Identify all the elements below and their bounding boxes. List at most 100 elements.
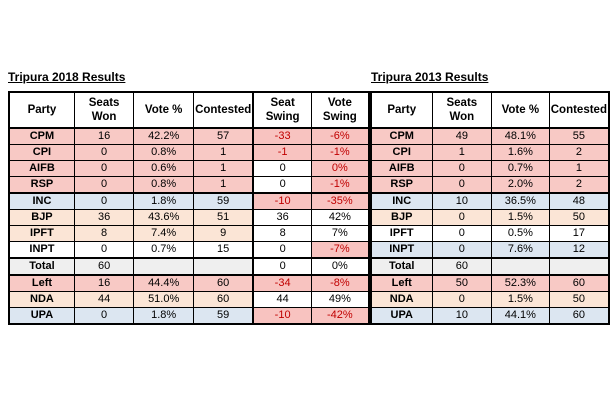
table-cell: 60 [548, 274, 610, 292]
column-header: Vote % [490, 91, 550, 129]
table-cell: 0% [310, 160, 370, 177]
table-cell: 16 [73, 274, 135, 292]
table-cell: 1.5% [490, 209, 550, 226]
table-cell: 42% [310, 209, 370, 226]
party-cell: UPA [8, 307, 75, 325]
table-cell: -10 [252, 192, 312, 210]
table-cell: 8 [252, 225, 312, 242]
table-cell: 60 [193, 291, 254, 308]
table-row: RSP 0 2.0% 2 [370, 176, 610, 194]
table-cell: 0 [431, 241, 492, 259]
table-row: AIFB 0 0.7% 1 [370, 160, 610, 177]
table-cell: -8% [310, 274, 370, 292]
party-cell: Total [370, 257, 433, 276]
table-cell: 49 [431, 127, 492, 145]
table-cell: 7% [310, 225, 370, 242]
table-cell: 2.0% [490, 176, 550, 194]
table-cell: 0 [73, 192, 135, 210]
table-cell: 0% [310, 257, 370, 276]
party-cell: RSP [370, 176, 433, 194]
table-cell: 55 [548, 127, 610, 145]
party-cell: Left [370, 274, 433, 292]
column-header: Vote % [133, 91, 195, 129]
table-cell: 50 [548, 209, 610, 226]
table-cell [133, 257, 195, 276]
party-cell: AIFB [8, 160, 75, 177]
table-cell: 0 [73, 144, 135, 161]
party-cell: BJP [8, 209, 75, 226]
party-cell: NDA [370, 291, 433, 308]
table-cell: 60 [431, 257, 492, 276]
party-cell: AIFB [370, 160, 433, 177]
party-cell: IPFT [370, 225, 433, 242]
table-cell: 0.8% [133, 176, 195, 194]
table-cell: 0.7% [133, 241, 195, 259]
table-cell: 1.5% [490, 291, 550, 308]
table-title-2013: Tripura 2013 Results [371, 70, 489, 84]
table-cell: -34 [252, 274, 312, 292]
table-cell: -1% [310, 176, 370, 194]
table-cell: 0 [73, 160, 135, 177]
column-header: Seats Won [431, 91, 492, 129]
table-row: CPM 49 48.1% 55 [370, 127, 610, 145]
table-cell: -10 [252, 307, 312, 325]
table-cell: 59 [193, 307, 254, 325]
results-table-2018: Party Seats Won Vote % Contested Seat Swing Vot… [8, 91, 370, 325]
party-cell: INC [370, 192, 433, 210]
party-cell: IPFT [8, 225, 75, 242]
results-table-2013: Party Seats Won Vote % Contested CPM 49 48.1% 55… [369, 91, 610, 325]
table-cell: -1 [252, 144, 312, 161]
party-cell: CPI [8, 144, 75, 161]
party-cell: CPI [370, 144, 433, 161]
table-cell: 44 [252, 291, 312, 308]
column-header: Seat Swing [252, 91, 312, 129]
table-row: UPA 10 44.1% 60 [370, 307, 610, 325]
table-row: INC 10 36.5% 48 [370, 192, 610, 210]
table-cell: 0 [431, 209, 492, 226]
table-cell: 36 [73, 209, 135, 226]
table-cell: 0 [252, 176, 312, 194]
table-cell: 1 [431, 144, 492, 161]
table-cell: 60 [548, 307, 610, 325]
table-row: INPT 0 7.6% 12 [370, 241, 610, 259]
header-row: Party Seats Won Vote % Contested [370, 91, 610, 129]
table-cell: 0 [73, 176, 135, 194]
table-cell: 48.1% [490, 127, 550, 145]
table-cell: 10 [431, 192, 492, 210]
party-cell: RSP [8, 176, 75, 194]
table-cell: 0 [252, 257, 312, 276]
party-cell: CPM [8, 127, 75, 145]
table-cell: 16 [73, 127, 135, 145]
table-cell: 7.6% [490, 241, 550, 259]
table-row: NDA 44 51.0% 60 44 49% [8, 291, 370, 308]
table-row: BJP 36 43.6% 51 36 42% [8, 209, 370, 226]
table-cell: -35% [310, 192, 370, 210]
table-cell: 49% [310, 291, 370, 308]
table-cell: 0 [431, 160, 492, 177]
party-cell: Left [8, 274, 75, 292]
table-cell: -1% [310, 144, 370, 161]
column-header: Party [370, 91, 433, 129]
table-row: BJP 0 1.5% 50 [370, 209, 610, 226]
table-cell: 2 [548, 144, 610, 161]
column-header: Seats Won [73, 91, 135, 129]
table-cell: 0 [252, 241, 312, 259]
table-cell: 51 [193, 209, 254, 226]
header-row: Party Seats Won Vote % Contested Seat Swing Vot… [8, 91, 370, 129]
table-cell: 2 [548, 176, 610, 194]
party-cell: Total [8, 257, 75, 276]
table-cell: 44 [73, 291, 135, 308]
table-cell: 1 [193, 176, 254, 194]
column-header: Contested [548, 91, 610, 129]
table-cell: 0.5% [490, 225, 550, 242]
table-cell: 8 [73, 225, 135, 242]
table-row: CPI 1 1.6% 2 [370, 144, 610, 161]
party-cell: UPA [370, 307, 433, 325]
table-cell: 1 [548, 160, 610, 177]
table-cell: 0.6% [133, 160, 195, 177]
table-row: IPFT 8 7.4% 9 8 7% [8, 225, 370, 242]
table-cell: 60 [193, 274, 254, 292]
table-row: INC 0 1.8% 59 -10 -35% [8, 192, 370, 210]
party-cell: BJP [370, 209, 433, 226]
